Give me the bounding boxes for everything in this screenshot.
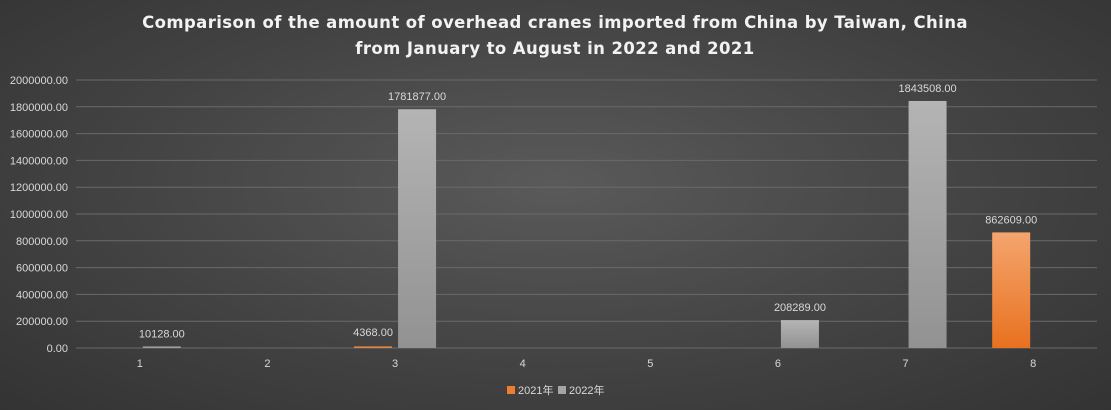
y-tick-label: 200000.00 [16,316,68,328]
y-tick-label: 400000.00 [16,289,68,301]
data-label: 208289.00 [774,302,826,314]
y-tick-label: 1600000.00 [10,129,68,141]
x-tick-label: 8 [1030,358,1036,370]
y-tick-label: 600000.00 [16,263,68,275]
y-tick-label: 2000000.00 [10,75,68,87]
legend: 2021年 2022年 [507,383,604,397]
y-tick-label: 1000000.00 [10,209,68,221]
legend-swatch [507,386,515,394]
x-axis-ticks: 1 2 3 4 5 6 7 8 [137,358,1037,370]
legend-swatch [558,386,566,394]
y-axis-ticks: 0.00 200000.00 400000.00 600000.00 800000.00… [10,75,68,355]
y-tick-label: 1200000.00 [10,182,68,194]
y-tick-label: 0.00 [47,343,68,355]
y-tick-label: 800000.00 [16,236,68,248]
bar-2022 [142,346,181,348]
data-label: 10128.00 [139,329,185,341]
data-labels: 10128.00 1781877.00 208289.00 1843508.00 862… [139,83,1037,341]
x-tick-label: 3 [392,358,398,370]
x-tick-label: 7 [903,358,909,370]
x-tick-label: 4 [520,358,526,370]
bars [142,100,1031,348]
x-tick-label: 6 [775,358,781,370]
x-tick-label: 1 [137,358,143,370]
x-tick-label: 5 [647,358,653,370]
legend-label: 2021年 [518,383,553,397]
chart-title-line-2: from January to August in 2022 and 2021 [355,39,754,58]
y-tick-label: 1400000.00 [10,155,68,167]
x-tick-label: 2 [264,358,270,370]
chart-title-line-1: Comparison of the amount of overhead cra… [142,13,968,32]
bar-2022 [780,320,819,348]
data-label: 1843508.00 [899,83,957,95]
y-tick-label: 1800000.00 [10,102,68,114]
data-label: 1781877.00 [388,91,446,103]
data-label: 4368.00 [353,327,393,339]
bar-2021 [354,346,393,348]
bar-2022 [908,100,947,348]
data-label: 862609.00 [985,214,1037,226]
bar-2022 [398,109,437,348]
bar-2021 [992,232,1031,348]
legend-label: 2022年 [569,383,604,397]
